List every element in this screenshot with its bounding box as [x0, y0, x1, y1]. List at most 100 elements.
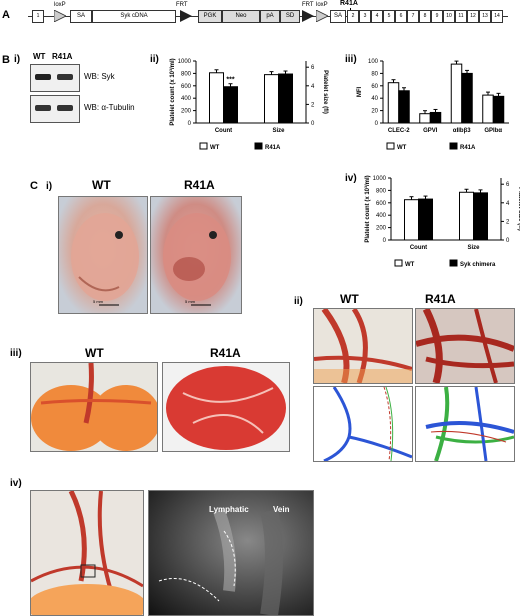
category-label: αIIbβ3 — [453, 128, 471, 134]
frt-triangle-1 — [180, 10, 192, 22]
bar-r41a — [461, 72, 473, 124]
y-tick-label: 80 — [371, 71, 378, 77]
cii-r41a-trace-drawing — [425, 386, 515, 462]
sub-label-bii: ii) — [150, 54, 159, 65]
exon-6: 6 — [395, 10, 407, 23]
loxp-label-1: loxP — [54, 2, 66, 8]
exon-11: 11 — [455, 10, 467, 23]
legend-swatch — [449, 142, 458, 150]
exon-9: 9 — [431, 10, 443, 23]
tubulin-band-r41a — [57, 105, 73, 111]
legend-swatch — [386, 142, 395, 150]
embryo-r41a-photo: 5 mm — [150, 196, 242, 314]
y-axis-label: Platelet count (x 10³/ml) — [169, 58, 176, 125]
legend-swatch — [394, 259, 403, 267]
exon-14: 14 — [491, 10, 503, 23]
sub-label-ci: i) — [46, 181, 53, 192]
bar-syk-chimera — [418, 198, 433, 241]
cii-wt-trace-drawing — [323, 386, 413, 463]
exon-10: 10 — [443, 10, 455, 23]
vein-label: Vein — [273, 505, 290, 514]
lymphatic-label: Lymphatic — [209, 505, 249, 514]
exon-8: 8 — [419, 10, 431, 23]
civ-microscopy-drawing — [158, 508, 283, 615]
cii-r41a-vessels — [416, 309, 514, 383]
y-tick-label: 400 — [181, 96, 192, 102]
loxp-triangle-1 — [54, 10, 66, 22]
sa-box-2: SA — [330, 10, 346, 23]
y2-tick-label: 0 — [506, 238, 510, 244]
sub-label-civ: iv) — [10, 478, 22, 489]
scale-bar-label-r41a: 5 mm — [185, 299, 195, 304]
y-tick-label: 800 — [181, 71, 192, 77]
loxp-triangle-2 — [316, 10, 328, 22]
tubulin-blot-label: WB: α-Tubulin — [84, 103, 135, 112]
y-tick-label: 1000 — [178, 59, 192, 65]
legend-label: WT — [210, 145, 220, 151]
cii-wt-tracing — [313, 386, 413, 463]
exon-4: 4 — [371, 10, 383, 23]
category-label: GPIbα — [484, 128, 502, 134]
embryo-r41a-drawing — [163, 213, 231, 306]
bar-wt — [482, 94, 494, 124]
loxp-label-2: loxP — [316, 2, 328, 8]
y-tick-label: 20 — [371, 109, 378, 115]
y-tick-label: 200 — [181, 109, 192, 115]
y2-tick-label: 4 — [311, 84, 315, 90]
exon-13: 13 — [479, 10, 491, 23]
syk-band-wt — [35, 74, 51, 80]
civ-microscopy-photo: Lymphatic Vein — [148, 490, 314, 616]
syk-blot — [30, 64, 80, 92]
legend-label: WT — [405, 262, 415, 268]
western-r41a-label: R41A — [52, 52, 73, 61]
y-tick-label: 400 — [376, 213, 387, 219]
y-tick-label: 1000 — [373, 176, 387, 182]
y2-tick-label: 2 — [506, 219, 510, 225]
cii-wt-photo — [313, 308, 413, 384]
bar-wt — [404, 199, 419, 241]
tubulin-band-wt — [35, 105, 51, 111]
frt-triangle-2 — [302, 10, 314, 22]
cii-r41a-tracing — [415, 386, 515, 462]
cii-wt-vessels — [314, 309, 412, 383]
bar-wt — [419, 113, 431, 124]
bar-r41a — [429, 111, 442, 124]
y-tick-label: 40 — [371, 96, 378, 102]
ciii-r41a-drawing — [166, 366, 286, 450]
syk-band-r41a — [57, 74, 73, 80]
tubulin-blot — [30, 95, 80, 123]
exon-1: 1 — [32, 10, 44, 23]
civ-mesentery-drawing — [31, 491, 143, 615]
pgk-box: PGK — [198, 10, 222, 23]
y-tick-label: 600 — [181, 84, 192, 90]
y-tick-label: 100 — [368, 59, 379, 65]
western-wt-label: WT — [33, 52, 46, 61]
y2-tick-label: 0 — [311, 121, 315, 127]
y-axis-label: Platelet count (x 10³/ml) — [364, 175, 371, 242]
legend-swatch — [199, 142, 208, 150]
cii-r41a-label: R41A — [425, 292, 456, 306]
syk-blot-label: WB: Syk — [84, 72, 115, 81]
scale-bar-label-wt: 5 mm — [93, 299, 103, 304]
significance-label: *** — [226, 77, 234, 84]
bar-wt — [450, 63, 463, 124]
ciii-wt-label: WT — [85, 346, 104, 360]
cii-wt-label: WT — [340, 292, 359, 306]
bar-wt — [264, 74, 279, 124]
legend-swatch — [254, 142, 263, 150]
ciii-wt-drawing — [31, 363, 157, 451]
sub-label-cii: ii) — [294, 296, 303, 307]
y-tick-label: 0 — [375, 121, 379, 127]
syk-cdna-box: Syk cDNA — [92, 10, 176, 23]
r41a-mutation-label: R41A — [340, 0, 358, 7]
sub-label-ciii: iii) — [10, 348, 22, 359]
y2-tick-label: 4 — [506, 201, 510, 207]
category-label: CLEC-2 — [388, 128, 410, 134]
exon-2: 2 — [347, 10, 359, 23]
y2-axis-label: Platelet size (fl) — [517, 187, 520, 231]
bar-wt — [387, 82, 400, 124]
y2-axis-label: Platelet size (fl) — [322, 70, 328, 114]
ciii-wt-photo — [30, 362, 158, 452]
y-tick-label: 800 — [376, 188, 387, 194]
embryo-wt-drawing — [71, 213, 139, 306]
